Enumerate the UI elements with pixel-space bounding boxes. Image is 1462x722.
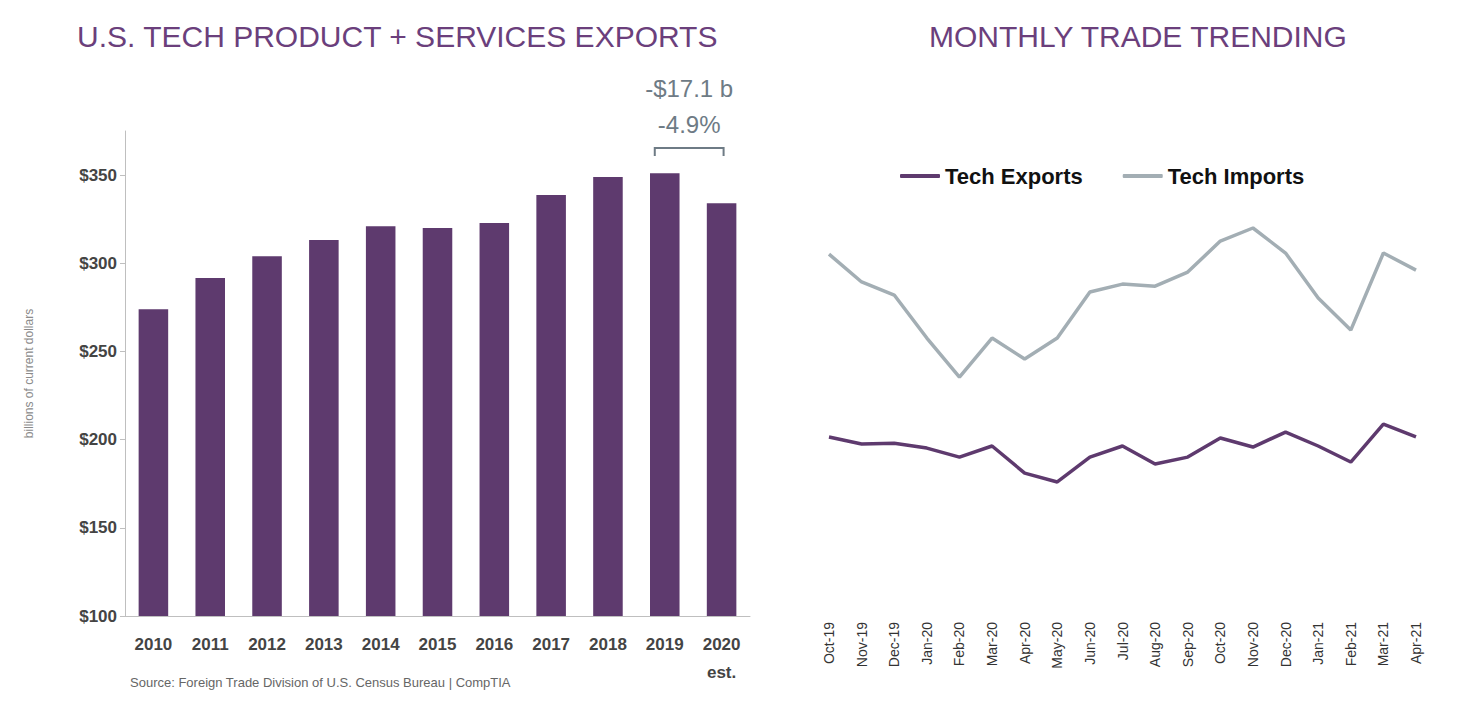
svg-text:$300: $300: [79, 254, 117, 273]
svg-text:-4.9%: -4.9%: [658, 111, 721, 138]
svg-text:Dec-20: Dec-20: [1278, 622, 1294, 667]
svg-text:$150: $150: [79, 518, 117, 537]
svg-text:Nov-20: Nov-20: [1245, 622, 1261, 667]
svg-text:Apr-20: Apr-20: [1017, 622, 1033, 664]
svg-text:Oct-19: Oct-19: [821, 622, 837, 664]
svg-text:$350: $350: [79, 166, 117, 185]
svg-text:Feb-21: Feb-21: [1343, 622, 1359, 667]
svg-text:2015: 2015: [419, 635, 457, 654]
svg-text:Oct-20: Oct-20: [1212, 622, 1228, 664]
svg-text:Mar-21: Mar-21: [1375, 622, 1391, 667]
svg-text:Mar-20: Mar-20: [984, 622, 1000, 667]
svg-text:Source: Foreign Trade Division: Source: Foreign Trade Division of U.S. C…: [130, 675, 511, 690]
svg-text:$100: $100: [79, 607, 117, 626]
svg-text:Tech Imports: Tech Imports: [1168, 164, 1305, 189]
svg-text:Jan-20: Jan-20: [919, 622, 935, 665]
svg-text:Feb-20: Feb-20: [951, 622, 967, 667]
svg-text:Apr-21: Apr-21: [1408, 622, 1424, 664]
svg-text:2018: 2018: [589, 635, 627, 654]
svg-text:Jul-20: Jul-20: [1115, 622, 1131, 660]
svg-text:Nov-19: Nov-19: [854, 622, 870, 667]
svg-text:2011: 2011: [192, 635, 229, 654]
svg-text:2019: 2019: [646, 635, 684, 654]
svg-text:Dec-19: Dec-19: [886, 622, 902, 667]
svg-text:Aug-20: Aug-20: [1147, 622, 1163, 667]
svg-text:2010: 2010: [134, 635, 172, 654]
svg-text:2013: 2013: [305, 635, 343, 654]
svg-text:billions of current dollars: billions of current dollars: [22, 309, 36, 438]
svg-text:U.S. TECH PRODUCT + SERVICES E: U.S. TECH PRODUCT + SERVICES EXPORTS: [77, 20, 717, 53]
svg-text:2020: 2020: [703, 635, 741, 654]
svg-text:-$17.1 b: -$17.1 b: [645, 75, 733, 102]
svg-text:2014: 2014: [362, 635, 400, 654]
svg-text:$200: $200: [79, 430, 117, 449]
svg-text:est.: est.: [707, 663, 736, 682]
svg-text:2016: 2016: [475, 635, 513, 654]
svg-text:2012: 2012: [248, 635, 286, 654]
svg-text:2017: 2017: [532, 635, 570, 654]
svg-text:MONTHLY TRADE TRENDING: MONTHLY TRADE TRENDING: [929, 20, 1347, 53]
svg-text:$250: $250: [79, 342, 117, 361]
svg-text:Sep-20: Sep-20: [1180, 622, 1196, 667]
svg-text:Tech Exports: Tech Exports: [945, 164, 1083, 189]
svg-text:May-20: May-20: [1049, 622, 1065, 669]
svg-text:Jun-20: Jun-20: [1082, 622, 1098, 665]
svg-text:Jan-21: Jan-21: [1310, 622, 1326, 665]
